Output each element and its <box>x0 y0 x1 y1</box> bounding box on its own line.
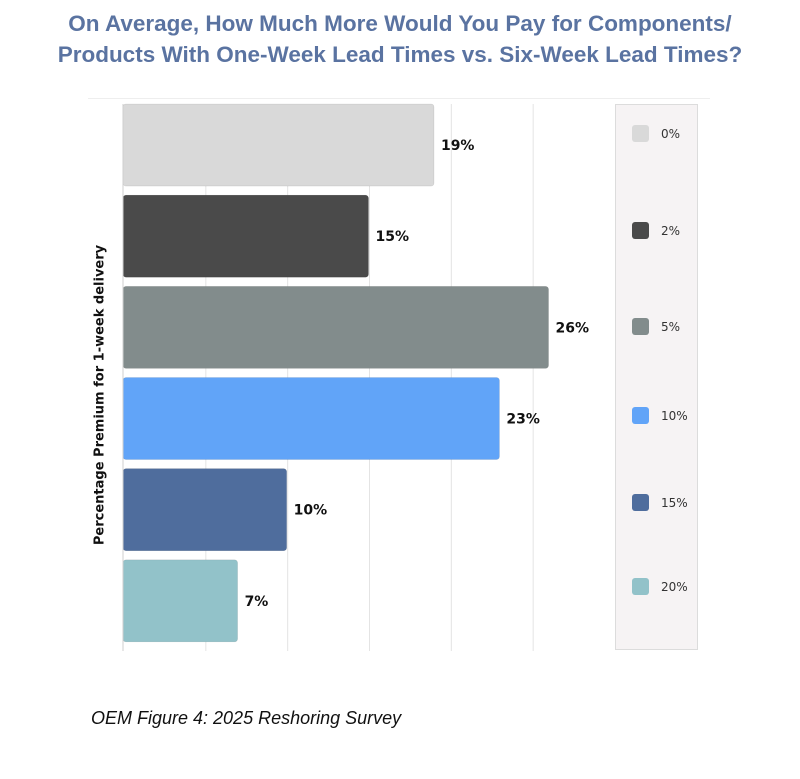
bar-value-label: 10% <box>294 503 328 519</box>
legend-label: 15% <box>661 495 688 510</box>
legend-item: 2% <box>632 222 680 239</box>
bar-value-label: 15% <box>376 229 410 245</box>
legend-item: 0% <box>632 125 680 142</box>
legend-item: 5% <box>632 318 680 335</box>
legend-label: 0% <box>661 126 681 141</box>
legend-swatch <box>632 494 649 511</box>
legend-swatch <box>632 222 649 239</box>
legend-label: 10% <box>661 408 688 423</box>
bar-value-label: 23% <box>506 412 540 428</box>
legend-item: 10% <box>632 407 688 424</box>
title-divider <box>88 98 710 99</box>
figure-caption: OEM Figure 4: 2025 Reshoring Survey <box>91 708 402 728</box>
legend-swatch <box>632 318 649 335</box>
bar-0pct <box>122 103 435 187</box>
legend-swatch <box>632 407 649 424</box>
chart-title-line-2: Products With One-Week Lead Times vs. Si… <box>57 42 743 67</box>
chart-title-line-1: On Average, How Much More Would You Pay … <box>68 11 732 36</box>
bar-2pct <box>122 194 369 278</box>
bar-value-label: 19% <box>441 138 475 154</box>
chart-title: On Average, How Much More Would You Pay … <box>0 8 800 70</box>
chart-legend: 0% 2% 5% 10% 15% 20% <box>615 104 698 650</box>
legend-item: 20% <box>632 578 688 595</box>
legend-item: 15% <box>632 494 688 511</box>
y-axis-label: Percentage Premium for 1-week delivery <box>92 244 108 546</box>
legend-label: 20% <box>661 579 688 594</box>
bar-15pct <box>122 468 287 552</box>
legend-label: 2% <box>661 223 681 238</box>
bar-5pct <box>122 286 549 369</box>
bar-10pct <box>122 377 500 460</box>
legend-swatch <box>632 578 649 595</box>
legend-swatch <box>632 125 649 142</box>
bar-value-label: 26% <box>556 320 590 336</box>
bar-value-label: 7% <box>245 594 269 610</box>
bar-20pct <box>122 559 238 643</box>
legend-label: 5% <box>661 319 681 334</box>
